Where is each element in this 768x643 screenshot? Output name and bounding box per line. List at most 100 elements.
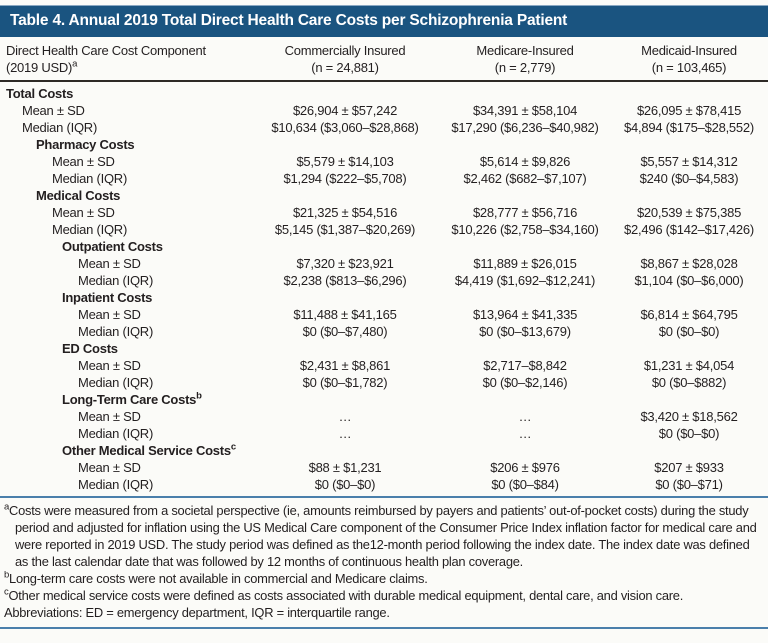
row-label: Other Medical Service Costsc: [62, 441, 236, 458]
row-label: Mean ± SD: [78, 256, 141, 271]
cost-value: $20,539 ± $75,385: [636, 205, 742, 220]
cost-value: $0 ($0–$0): [314, 477, 376, 492]
row-label: Mean ± SD: [78, 358, 141, 373]
table-row: Median (IQR) $1,294 ($222–$5,708) $2,462 (…: [0, 170, 768, 187]
footnote-marker-c: c: [230, 441, 236, 453]
cost-value: $3,420 ± $18,562: [640, 409, 738, 424]
cost-value: $2,238 ($813–$6,296): [283, 273, 407, 288]
table-row: Inpatient Costs: [0, 289, 768, 306]
row-label: Total Costs: [6, 86, 74, 101]
table-header: Direct Health Care Cost Component (2019 …: [0, 37, 768, 82]
cost-value: $0 ($0–$1,782): [302, 375, 388, 390]
table-row: Mean ± SD $2,431 ± $8,861 $2,717–$8,842 $1,…: [0, 357, 768, 374]
row-label: Median (IQR): [22, 120, 98, 135]
cost-value: …: [518, 409, 532, 424]
column-header-commercial: Commercially Insured (n = 24,881): [250, 43, 440, 76]
cost-value: $13,964 ± $41,335: [472, 307, 578, 322]
footnote-b: bLong-term care costs were not available…: [4, 570, 762, 587]
row-label: Mean ± SD: [78, 307, 141, 322]
table-row: Medical Costs: [0, 187, 768, 204]
row-label: Mean ± SD: [52, 154, 115, 169]
table-row: Median (IQR) … … $0 ($0–$0): [0, 425, 768, 442]
row-label: Median (IQR): [52, 222, 128, 237]
row-label: Medical Costs: [36, 188, 121, 203]
cost-value: $0 ($0–$71): [655, 477, 723, 492]
column-header-medicaid: Medicaid-Insured (n = 103,465): [610, 43, 768, 76]
column-header-medicaid-n: (n = 103,465): [651, 59, 727, 75]
column-header-commercial-n: (n = 24,881): [311, 59, 379, 75]
row-label: Inpatient Costs: [62, 290, 153, 305]
cost-value: $4,894 ($175–$28,552): [624, 120, 754, 135]
cost-value: $0 ($0–$882): [651, 375, 727, 390]
cost-value: $8,867 ± $28,028: [640, 256, 738, 271]
table-row: Outpatient Costs: [0, 238, 768, 255]
cost-value: $17,290 ($6,236–$40,982): [451, 120, 599, 135]
table-row: Median (IQR) $5,145 ($1,387–$20,269) $10,2…: [0, 221, 768, 238]
cost-value: $5,579 ± $14,103: [296, 154, 394, 169]
cost-value: $11,889 ± $26,015: [473, 256, 577, 271]
row-label: Mean ± SD: [78, 460, 141, 475]
row-label: Median (IQR): [78, 477, 154, 492]
cost-value: $26,095 ± $78,415: [636, 103, 742, 118]
table-row: Long-Term Care Costsb: [0, 391, 768, 408]
footnote-b-marker: b: [4, 569, 10, 581]
column-header-commercial-label: Commercially Insured: [284, 43, 406, 58]
footnote-marker-a: a: [72, 58, 78, 70]
row-label: Median (IQR): [78, 375, 154, 390]
table-row: Mean ± SD $26,904 ± $57,242 $34,391 ± $58,…: [0, 102, 768, 119]
cost-value: $2,431 ± $8,861: [299, 358, 391, 373]
footnote-abbreviations: Abbreviations: ED = emergency department…: [4, 605, 390, 620]
cost-value: $2,717–$8,842: [483, 358, 567, 373]
column-header-medicaid-label: Medicaid-Insured: [641, 43, 737, 58]
cost-value: $0 ($0–$84): [491, 477, 559, 492]
cost-value: $10,634 ($3,060–$28,868): [271, 120, 419, 135]
row-label: Outpatient Costs: [62, 239, 163, 254]
table-title: Table 4. Annual 2019 Total Direct Health…: [0, 5, 768, 37]
cost-value: $26,904 ± $57,242: [292, 103, 398, 118]
footnote-c: cOther medical service costs were define…: [4, 587, 762, 604]
table-row: Median (IQR) $10,634 ($3,060–$28,868) $17,…: [0, 119, 768, 136]
table-figure: Table 4. Annual 2019 Total Direct Health…: [0, 5, 768, 629]
footnote-c-marker: c: [4, 586, 9, 598]
row-label: Median (IQR): [52, 171, 128, 186]
cost-value: $6,814 ± $64,795: [640, 307, 738, 322]
cost-value: $206 ± $976: [490, 460, 560, 475]
table-row: Total Costs: [0, 85, 768, 102]
table-row: Median (IQR) $2,238 ($813–$6,296) $4,419 (…: [0, 272, 768, 289]
cost-value: $207 ± $933: [654, 460, 724, 475]
cost-value: $1,294 ($222–$5,708): [283, 171, 407, 186]
cost-value: $11,488 ± $41,165: [293, 307, 397, 322]
cost-value: $1,104 ($0–$6,000): [634, 273, 744, 288]
row-label: Mean ± SD: [78, 409, 141, 424]
row-label: Long-Term Care Costsb: [62, 390, 202, 407]
table-row: Median (IQR) $0 ($0–$7,480) $0 ($0–$13,679…: [0, 323, 768, 340]
footnotes: aCosts were measured from a societal per…: [0, 498, 768, 629]
cost-value: …: [338, 409, 352, 424]
cost-value: $2,496 ($142–$17,426): [624, 222, 754, 237]
cost-value: …: [338, 426, 352, 441]
cost-value: $28,777 ± $56,716: [472, 205, 578, 220]
footnote-c-text: Other medical service costs were defined…: [8, 588, 684, 603]
cost-value: …: [518, 426, 532, 441]
table-row: Other Medical Service Costsc: [0, 442, 768, 459]
cost-value: $88 ± $1,231: [308, 460, 382, 475]
cost-value: $2,462 ($682–$7,107): [463, 171, 587, 186]
column-header-component-line2: (2019 USD)a: [6, 58, 78, 75]
cost-value: $5,557 ± $14,312: [640, 154, 738, 169]
cost-value: $4,419 ($1,692–$12,241): [454, 273, 596, 288]
table-row: ED Costs: [0, 340, 768, 357]
row-label: ED Costs: [62, 341, 118, 356]
cost-value: $0 ($0–$0): [658, 426, 720, 441]
cost-value: $7,320 ± $23,921: [296, 256, 394, 271]
cost-value: $5,614 ± $9,826: [479, 154, 571, 169]
cost-value: $0 ($0–$2,146): [482, 375, 568, 390]
column-header-component-line1: Direct Health Care Cost Component: [6, 43, 206, 58]
cost-value: $0 ($0–$13,679): [479, 324, 571, 339]
footnote-b-text: Long-term care costs were not available …: [9, 571, 428, 586]
row-label: Mean ± SD: [52, 205, 115, 220]
table-row: Mean ± SD … … $3,420 ± $18,562: [0, 408, 768, 425]
table-row: Median (IQR) $0 ($0–$0) $0 ($0–$84) $0 ($0–…: [0, 476, 768, 493]
cost-value: $34,391 ± $58,104: [472, 103, 578, 118]
cost-value: $1,231 ± $4,054: [643, 358, 735, 373]
cost-value: $10,226 ($2,758–$34,160): [451, 222, 599, 237]
